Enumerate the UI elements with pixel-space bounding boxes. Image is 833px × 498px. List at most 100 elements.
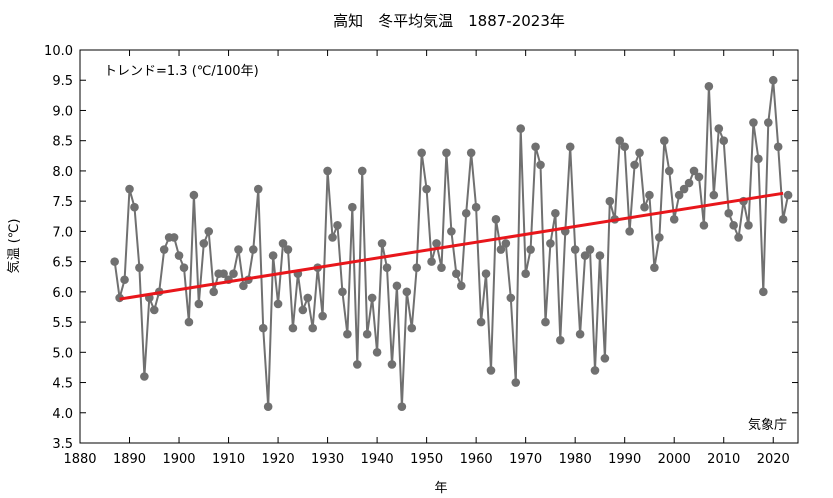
- data-point: [278, 239, 288, 248]
- data-point: [437, 263, 446, 272]
- data-point: [709, 190, 719, 200]
- y-axis-label: 気温 (℃): [6, 219, 22, 274]
- x-tick-label: 1990: [608, 452, 641, 467]
- data-point: [724, 208, 733, 218]
- data-point: [149, 305, 159, 315]
- data-point: [749, 118, 758, 127]
- series-layer: [110, 75, 793, 412]
- data-point: [338, 287, 347, 297]
- data-point: [630, 160, 639, 170]
- y-tick-label: 4.0: [52, 407, 73, 422]
- data-point: [511, 378, 521, 387]
- data-point: [239, 281, 248, 291]
- data-point: [778, 214, 788, 224]
- data-point: [541, 317, 550, 327]
- x-tick-label: 1940: [361, 452, 394, 467]
- data-point: [298, 305, 308, 315]
- data-point: [333, 221, 342, 230]
- y-tick-label: 7.0: [52, 225, 73, 240]
- data-point: [288, 323, 298, 333]
- data-point: [734, 233, 743, 242]
- data-point: [253, 184, 263, 194]
- data-point: [352, 360, 362, 369]
- data-point: [476, 317, 486, 327]
- data-point: [704, 81, 714, 91]
- y-tick-label: 8.0: [52, 165, 73, 180]
- data-point: [689, 166, 699, 176]
- plot-frame: [79, 49, 799, 444]
- data-point: [130, 202, 139, 212]
- data-point: [521, 269, 530, 279]
- x-tick-label: 1880: [63, 452, 96, 467]
- data-point: [526, 245, 535, 254]
- data-point: [466, 148, 476, 158]
- data-point: [135, 263, 144, 272]
- data-point: [412, 263, 422, 272]
- data-point: [501, 239, 511, 248]
- data-point: [328, 233, 337, 242]
- data-point: [308, 323, 318, 333]
- data-point: [556, 335, 565, 345]
- y-tick-label: 8.5: [52, 135, 73, 150]
- x-tick-label: 2020: [757, 452, 790, 467]
- data-point: [699, 221, 709, 230]
- data-point: [640, 202, 649, 212]
- data-point: [447, 227, 456, 236]
- data-point: [615, 136, 625, 145]
- data-point: [249, 245, 258, 254]
- data-point: [283, 245, 293, 254]
- x-axis: 1880 1890 1900 1910 1920 1930 1940 1950 1960 1970…: [63, 50, 790, 467]
- data-point: [199, 239, 209, 248]
- data-point: [620, 142, 629, 152]
- data-point: [372, 348, 382, 357]
- data-point: [461, 208, 471, 218]
- x-tick-label: 1980: [559, 452, 592, 467]
- data-point: [684, 178, 694, 188]
- data-point: [343, 329, 352, 339]
- y-tick-label: 5.5: [52, 316, 73, 331]
- data-point: [174, 251, 184, 260]
- data-point: [258, 323, 268, 333]
- x-tick-label: 1950: [410, 452, 443, 467]
- data-point: [348, 202, 357, 212]
- data-point: [496, 245, 506, 254]
- data-point: [219, 269, 228, 279]
- data-point: [362, 329, 372, 339]
- data-point: [422, 184, 431, 194]
- credit-label: 気象庁: [748, 417, 787, 433]
- data-point: [546, 239, 555, 248]
- y-tick-label: 6.5: [52, 256, 73, 271]
- data-point: [486, 366, 496, 375]
- data-point: [382, 263, 392, 272]
- data-point: [605, 196, 615, 206]
- data-point: [664, 166, 674, 176]
- x-tick-label: 1970: [509, 452, 542, 467]
- x-tick-label: 1910: [212, 452, 245, 467]
- data-point: [303, 293, 313, 303]
- y-tick-label: 6.0: [52, 286, 73, 301]
- x-tick-label: 1890: [113, 452, 146, 467]
- data-point: [744, 221, 753, 230]
- data-point: [635, 148, 644, 158]
- data-point: [600, 354, 610, 363]
- data-point: [719, 136, 729, 145]
- y-tick-label: 10.0: [44, 44, 73, 59]
- data-point: [580, 251, 590, 260]
- y-axis: 3.5 4.0 4.5 5.0 5.5 6.0 6.5 7.0 7.5 8.0 8.5 9.0 9.5 1…: [44, 44, 798, 452]
- data-point: [367, 293, 377, 303]
- chart-title: 高知 冬平均気温 1887-2023年: [333, 12, 565, 30]
- data-point: [387, 360, 397, 369]
- data-point: [229, 269, 238, 279]
- series-line: [113, 79, 790, 408]
- data-point: [159, 245, 169, 254]
- data-point: [417, 148, 426, 158]
- data-point: [625, 227, 634, 236]
- data-point: [432, 239, 441, 248]
- data-point: [204, 227, 214, 236]
- data-point: [273, 299, 283, 309]
- trend-annotation: トレンド=1.3 (℃/100年): [104, 64, 259, 79]
- data-point: [481, 269, 491, 279]
- data-point: [323, 166, 332, 176]
- data-point: [427, 257, 436, 266]
